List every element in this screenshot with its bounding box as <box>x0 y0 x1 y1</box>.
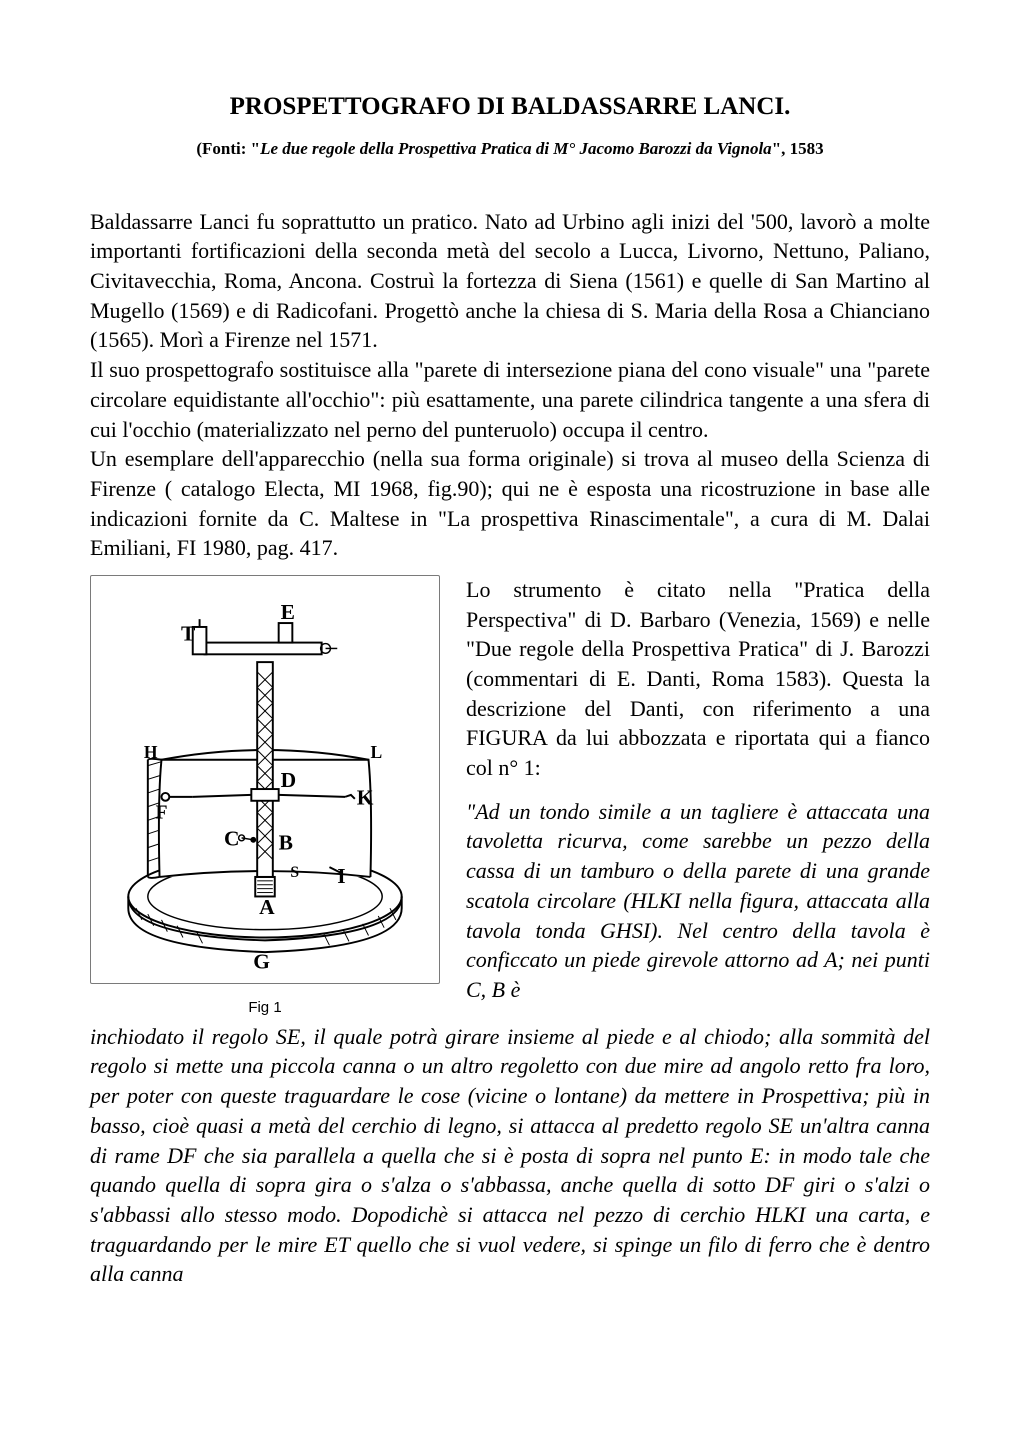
figure-column: E T D K F C B A I G H L S Fig 1 <box>90 575 440 1018</box>
subtitle-italic: Le due regole della Prospettiva Pratica … <box>260 139 772 158</box>
figure-box: E T D K F C B A I G H L S <box>90 575 440 984</box>
subtitle-suffix: ", 1583 <box>772 139 824 158</box>
fig-label-F: F <box>156 802 168 823</box>
figure-svg: E T D K F C B A I G H L S <box>99 584 431 975</box>
fig-label-L: L <box>370 742 382 762</box>
subtitle-prefix: (Fonti: " <box>196 139 260 158</box>
page-title: PROSPETTOGRAFO DI BALDASSARRE LANCI. <box>90 90 930 124</box>
fig-label-A: A <box>259 895 275 919</box>
fig-label-B: B <box>279 831 293 855</box>
two-column-region: E T D K F C B A I G H L S Fig 1 Lo strum… <box>90 575 930 1018</box>
right-column: Lo strumento è citato nella "Pratica del… <box>466 575 930 1018</box>
fig-label-E: E <box>281 600 295 624</box>
fig-label-T: T <box>181 622 195 646</box>
right-paragraph-1: Lo strumento è citato nella "Pratica del… <box>466 575 930 783</box>
fig-label-I: I <box>337 864 345 888</box>
quote-right: "Ad un tondo simile a un tagliere è atta… <box>466 797 930 1005</box>
figure-caption: Fig 1 <box>90 998 440 1018</box>
paragraph-1: Baldassarre Lanci fu soprattutto un prat… <box>90 207 930 355</box>
paragraph-2: Il suo prospettografo sostituisce alla "… <box>90 355 930 444</box>
quote-continued: inchiodato il regolo SE, il quale potrà … <box>90 1022 930 1289</box>
fig-label-G: G <box>253 950 270 974</box>
subtitle: (Fonti: "Le due regole della Prospettiva… <box>90 138 930 161</box>
fig-label-H: H <box>144 742 158 762</box>
fig-label-S: S <box>290 864 299 881</box>
fig-label-D: D <box>281 768 297 792</box>
fig-label-K: K <box>357 786 374 810</box>
fig-label-C: C <box>224 827 240 851</box>
paragraph-3: Un esemplare dell'apparecchio (nella sua… <box>90 444 930 563</box>
